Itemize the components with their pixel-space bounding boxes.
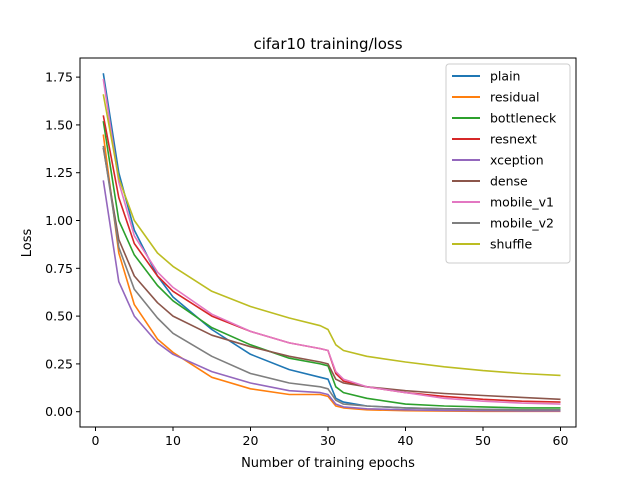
- plot-lines: [102, 73, 561, 413]
- x-tick-label: 30: [320, 433, 336, 448]
- legend-label: xception: [490, 153, 544, 168]
- series-line-shuffle: [102, 94, 561, 377]
- y-tick-label: 0.25: [45, 356, 73, 371]
- y-tick-label: 0.75: [45, 261, 73, 276]
- legend-label: plain: [490, 69, 520, 84]
- y-axis: 0.00 0.25 0.50 0.75 1.00 1.25 1.50 1.75: [45, 70, 80, 419]
- y-tick-label: 1.25: [45, 165, 73, 180]
- x-tick-label: 10: [165, 433, 181, 448]
- series-line-mobile-v1: [102, 78, 561, 405]
- x-tick-label: 40: [398, 433, 414, 448]
- x-tick-label: 50: [475, 433, 491, 448]
- legend-label: mobile_v2: [490, 216, 554, 231]
- x-axis-label: Number of training epochs: [241, 456, 415, 471]
- x-axis: 0 10 20 30 40 50 60: [92, 427, 569, 448]
- series-line-dense: [102, 147, 561, 401]
- legend-box: [445, 63, 571, 264]
- series-line-bottleneck: [102, 120, 561, 409]
- legend-label: shuffle: [490, 237, 532, 252]
- y-tick-label: 1.50: [45, 117, 73, 132]
- chart-title: cifar10 training/loss: [253, 35, 402, 53]
- y-tick-label: 0.50: [45, 309, 73, 324]
- y-tick-label: 1.75: [45, 70, 73, 85]
- legend-label: mobile_v1: [490, 195, 554, 210]
- x-tick-label: 0: [92, 433, 100, 448]
- legend-label: residual: [490, 90, 540, 105]
- x-tick-label: 20: [243, 433, 259, 448]
- series-line-mobile-v2: [102, 145, 561, 411]
- y-tick-label: 0.00: [45, 404, 73, 419]
- legend-label: bottleneck: [490, 111, 557, 126]
- y-axis-label: Loss: [20, 229, 35, 258]
- legend: plain residual bottleneck resnext xception de…: [445, 63, 571, 264]
- x-tick-label: 60: [553, 433, 569, 448]
- series-line-xception: [102, 180, 561, 412]
- legend-label: dense: [490, 174, 528, 189]
- y-tick-label: 1.00: [45, 213, 73, 228]
- legend-label: resnext: [490, 132, 537, 147]
